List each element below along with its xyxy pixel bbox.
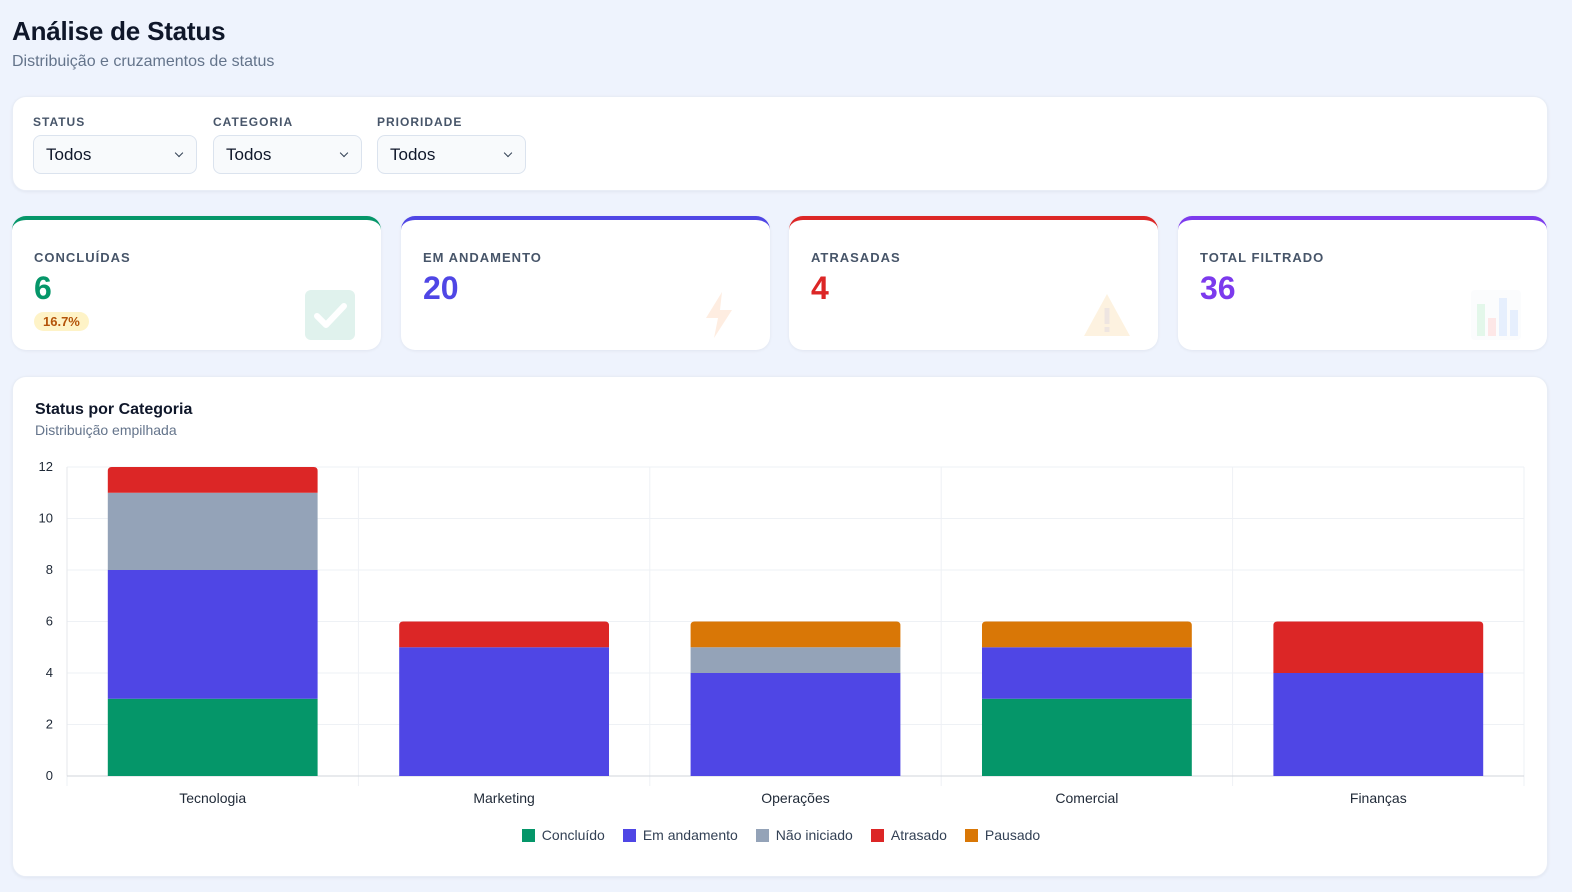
kpi-label: CONCLUÍDAS [34, 250, 131, 265]
filter-prioridade-select[interactable]: Todos [377, 135, 526, 174]
percent-badge: 16.7% [34, 312, 89, 331]
filter-prioridade-label: PRIORIDADE [377, 115, 463, 129]
check-icon [305, 290, 355, 340]
filters-card: STATUS Todos CATEGORIA Todos PRIORIDADE … [12, 96, 1548, 191]
filter-prioridade: PRIORIDADE Todos [377, 115, 526, 174]
legend-item[interactable]: Não iniciado [755, 827, 853, 843]
page-title: Análise de Status [12, 16, 226, 46]
y-tick-label: 8 [46, 562, 53, 577]
bar-segment [399, 647, 610, 776]
x-tick-label: Tecnologia [179, 790, 246, 806]
kpi-value: 4 [811, 270, 829, 306]
stacked-bar-chart: 0 2 4 6 8 10 12 Tecnologia Marketing Operações Com… [39, 459, 1525, 806]
x-tick-label: Operações [761, 790, 829, 806]
kpi-value: 20 [423, 270, 459, 306]
filter-status-value: Todos [46, 144, 92, 164]
x-tick-label: Marketing [473, 790, 534, 806]
legend-label: Em andamento [642, 827, 738, 843]
legend-label: Não iniciado [775, 827, 853, 843]
chart-legend: Concluído Em andamento Não iniciado Atrasad… [13, 827, 1549, 843]
x-tick-label: Comercial [1055, 790, 1118, 806]
kpi-card-em-andamento: EM ANDAMENTO 20 [401, 216, 770, 350]
kpi-card-concluidas: CONCLUÍDAS 6 16.7% [12, 216, 381, 350]
y-tick-label: 12 [39, 459, 53, 474]
chevron-down-icon [503, 150, 513, 160]
legend-swatch [622, 828, 636, 842]
bar-segment [981, 698, 1192, 776]
x-tick-label: Finanças [1350, 790, 1407, 806]
kpi-value: 6 [34, 270, 52, 306]
bar-segment [690, 621, 901, 648]
bar-segment [690, 647, 901, 673]
chart-subtitle: Distribuição empilhada [35, 422, 177, 438]
bar-segment [107, 698, 318, 776]
filter-prioridade-value: Todos [390, 144, 436, 164]
legend-item[interactable]: Em andamento [622, 827, 738, 843]
chevron-down-icon [339, 150, 349, 160]
bar-segment [399, 621, 610, 648]
kpi-label: ATRASADAS [811, 250, 901, 265]
bar-chart-icon [1471, 290, 1521, 340]
y-tick-label: 0 [46, 768, 53, 783]
y-tick-label: 4 [46, 665, 53, 680]
kpi-card-total-filtrado: TOTAL FILTRADO 36 [1178, 216, 1547, 350]
legend-label: Atrasado [890, 827, 947, 843]
legend-swatch [964, 828, 978, 842]
warning-icon [1084, 294, 1130, 336]
y-tick-label: 6 [46, 614, 53, 629]
page-header: Análise de Status Distribuição e cruzame… [12, 16, 274, 71]
filter-categoria: CATEGORIA Todos [213, 115, 362, 174]
chart-title: Status por Categoria [35, 401, 193, 418]
bar-segment [1273, 621, 1484, 673]
bar-segment [107, 492, 318, 570]
legend-item[interactable]: Concluído [521, 827, 605, 843]
filter-categoria-select[interactable]: Todos [213, 135, 362, 174]
chevron-down-icon [174, 150, 184, 160]
bar-segment [981, 647, 1192, 699]
kpi-label: EM ANDAMENTO [423, 250, 542, 265]
bar-segment [107, 570, 318, 699]
lightning-icon [706, 292, 732, 338]
kpi-value: 36 [1200, 270, 1236, 306]
legend-item[interactable]: Pausado [964, 827, 1041, 843]
legend-swatch [870, 828, 884, 842]
y-tick-label: 2 [46, 717, 53, 732]
bar-segment [690, 673, 901, 776]
legend-label: Pausado [984, 827, 1041, 843]
filter-categoria-label: CATEGORIA [213, 115, 294, 129]
kpi-card-atrasadas: ATRASADAS 4 [789, 216, 1158, 350]
legend-swatch [521, 828, 535, 842]
legend-swatch [755, 828, 769, 842]
bar-segment [981, 621, 1192, 648]
filter-status: STATUS Todos [33, 115, 197, 174]
legend-label: Concluído [541, 827, 605, 843]
filter-status-label: STATUS [33, 115, 86, 129]
filter-categoria-value: Todos [226, 144, 272, 164]
chart-card: Status por Categoria Distribuição empilh… [12, 376, 1548, 877]
kpi-label: TOTAL FILTRADO [1200, 250, 1325, 265]
page-subtitle: Distribuição e cruzamentos de status [12, 53, 275, 70]
y-tick-label: 10 [39, 511, 53, 526]
filter-status-select[interactable]: Todos [33, 135, 197, 174]
legend-item[interactable]: Atrasado [870, 827, 947, 843]
bar-segment [107, 467, 318, 493]
bar-segment [1273, 673, 1484, 776]
